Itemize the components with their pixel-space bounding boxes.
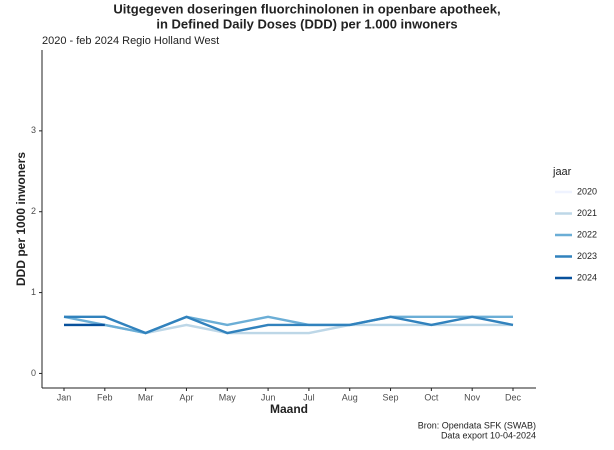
legend-label: 2021	[577, 208, 597, 218]
x-tick-label: Jun	[261, 392, 276, 402]
x-tick-label: Apr	[179, 392, 193, 402]
series-line	[63, 315, 513, 335]
x-tick-label: Mar	[138, 392, 154, 402]
x-tick-label: Dec	[505, 392, 522, 402]
y-tick-label: 1	[31, 287, 36, 297]
caption: Bron: Opendata SFK (SWAB)	[418, 420, 536, 430]
legend-label: 2020	[577, 186, 597, 196]
series-line	[64, 315, 514, 335]
x-tick-label: Aug	[342, 392, 358, 402]
x-tick-label: Feb	[97, 392, 113, 402]
y-tick-label: 2	[31, 206, 36, 216]
legend-title: jaar	[552, 166, 572, 178]
legend-label: 2024	[577, 272, 597, 282]
legend-label: 2022	[577, 229, 597, 239]
caption: Data export 10-04-2024	[441, 430, 536, 440]
chart-title: in Defined Daily Doses (DDD) per 1.000 i…	[156, 16, 457, 31]
x-axis-label: Maand	[270, 402, 308, 416]
x-tick-label: Nov	[464, 392, 481, 402]
legend-label: 2023	[577, 251, 597, 261]
x-tick-label: Jan	[57, 392, 72, 402]
x-tick-label: Jul	[303, 392, 315, 402]
x-tick-label: May	[219, 392, 237, 402]
x-tick-label: Oct	[424, 392, 439, 402]
chart-title: Uitgegeven doseringen fluorchinolonen in…	[113, 1, 500, 16]
y-tick-label: 3	[31, 125, 36, 135]
subtitle: 2020 - feb 2024 Regio Holland West	[42, 35, 219, 47]
y-axis-label: DDD per 1000 inwoners	[14, 152, 28, 286]
y-tick-label: 0	[31, 368, 36, 378]
x-tick-label: Sep	[383, 392, 399, 402]
